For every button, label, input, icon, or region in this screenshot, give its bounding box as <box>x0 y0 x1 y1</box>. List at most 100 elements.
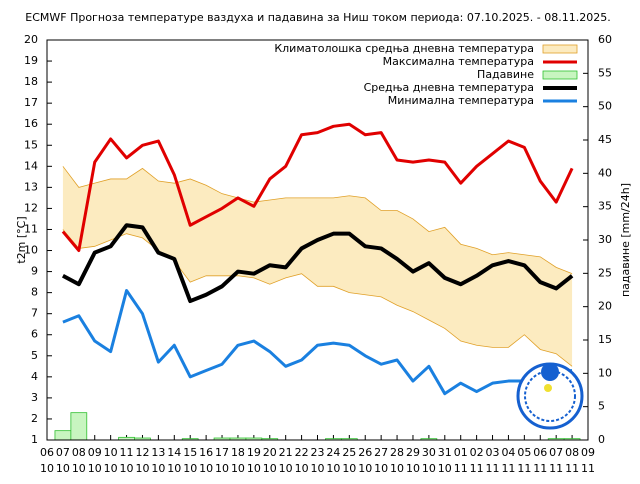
x-tick-month: 10 <box>56 462 70 475</box>
y-tick-label: 1 <box>31 433 38 446</box>
x-tick-label: 29 <box>406 446 420 459</box>
y2-tick-label: 50 <box>598 100 612 113</box>
x-tick-month: 10 <box>135 462 149 475</box>
x-tick-label: 09 <box>581 446 595 459</box>
y-tick-label: 20 <box>24 33 38 46</box>
x-tick-label: 06 <box>533 446 547 459</box>
x-tick-month: 10 <box>215 462 229 475</box>
y2-tick-label: 40 <box>598 166 612 179</box>
x-tick-month: 10 <box>88 462 102 475</box>
x-tick-label: 13 <box>151 446 165 459</box>
x-tick-label: 04 <box>501 446 515 459</box>
x-tick-month: 11 <box>565 462 579 475</box>
y-tick-label: 17 <box>24 96 38 109</box>
legend-label: Средња дневна температура <box>364 81 534 94</box>
x-tick-label: 07 <box>56 446 70 459</box>
y-tick-label: 2 <box>31 412 38 425</box>
x-tick-label: 09 <box>88 446 102 459</box>
x-tick-label: 26 <box>358 446 372 459</box>
y-tick-label: 6 <box>31 328 38 341</box>
x-tick-month: 10 <box>104 462 118 475</box>
y2-tick-label: 15 <box>598 333 612 346</box>
x-tick-label: 12 <box>135 446 149 459</box>
x-tick-month: 10 <box>406 462 420 475</box>
legend-label: Минимална температура <box>388 94 534 107</box>
legend-swatch <box>542 44 578 54</box>
x-tick-label: 18 <box>231 446 245 459</box>
x-tick-month: 10 <box>151 462 165 475</box>
legend-swatch <box>542 70 578 80</box>
y2-tick-label: 25 <box>598 266 612 279</box>
temperature-line <box>61 223 574 304</box>
x-tick-label: 05 <box>517 446 531 459</box>
x-tick-label: 08 <box>565 446 579 459</box>
x-tick-month: 10 <box>263 462 277 475</box>
x-tick-label: 11 <box>120 446 134 459</box>
x-tick-month: 11 <box>549 462 563 475</box>
x-tick-month: 10 <box>183 462 197 475</box>
x-tick-month: 11 <box>581 462 595 475</box>
x-tick-month: 10 <box>422 462 436 475</box>
x-tick-month: 10 <box>72 462 86 475</box>
climate-band-upper <box>62 166 573 275</box>
x-tick-month: 10 <box>167 462 181 475</box>
y-tick-label: 15 <box>24 138 38 151</box>
legend-label: Максимална температура <box>383 55 534 68</box>
chart-title: ECMWF Прогноза температуре ваздуха и пад… <box>25 11 611 24</box>
x-tick-month: 10 <box>358 462 372 475</box>
climate-band <box>62 166 573 367</box>
x-tick-month: 11 <box>501 462 515 475</box>
temperature-line <box>61 122 574 253</box>
y-tick-label: 4 <box>31 370 38 383</box>
x-tick-label: 28 <box>390 446 404 459</box>
x-tick-label: 01 <box>454 446 468 459</box>
x-tick-label: 15 <box>183 446 197 459</box>
y2-axis-label: падавине [mm/24h] <box>619 183 632 297</box>
x-tick-month: 10 <box>40 462 54 475</box>
x-tick-month: 11 <box>517 462 531 475</box>
x-tick-label: 22 <box>295 446 309 459</box>
y-tick-label: 10 <box>24 244 38 257</box>
x-tick-label: 03 <box>486 446 500 459</box>
x-tick-label: 23 <box>311 446 325 459</box>
plot-area: 1234567891011121314151617181920051015202… <box>24 33 612 475</box>
y2-tick-label: 60 <box>598 33 612 46</box>
plot-border <box>46 39 589 441</box>
y-tick-label: 12 <box>24 201 38 214</box>
x-tick-label: 21 <box>279 446 293 459</box>
x-tick-month: 10 <box>120 462 134 475</box>
x-tick-month: 10 <box>390 462 404 475</box>
y-tick-label: 3 <box>31 391 38 404</box>
x-tick-label: 10 <box>104 446 118 459</box>
x-tick-month: 10 <box>438 462 452 475</box>
y2-tick-label: 30 <box>598 233 612 246</box>
legend-label: Климатолошка средња дневна температура <box>274 42 534 55</box>
x-tick-month: 10 <box>247 462 261 475</box>
y-tick-label: 16 <box>24 117 38 130</box>
y2-tick-label: 20 <box>598 300 612 313</box>
y-tick-label: 18 <box>24 75 38 88</box>
precip-bar <box>54 430 72 441</box>
x-tick-month: 10 <box>374 462 388 475</box>
x-tick-month: 11 <box>454 462 468 475</box>
x-tick-month: 11 <box>470 462 484 475</box>
x-tick-label: 19 <box>247 446 261 459</box>
x-tick-label: 14 <box>167 446 181 459</box>
y-tick-label: 11 <box>24 222 38 235</box>
x-tick-label: 08 <box>72 446 86 459</box>
y-tick-label: 5 <box>31 349 38 362</box>
x-tick-label: 02 <box>470 446 484 459</box>
y-axis-label: t2m [°C] <box>15 216 28 263</box>
y-tick-label: 14 <box>24 159 38 172</box>
x-tick-label: 27 <box>374 446 388 459</box>
x-tick-month: 10 <box>279 462 293 475</box>
x-tick-label: 17 <box>215 446 229 459</box>
x-tick-month: 10 <box>199 462 213 475</box>
x-tick-label: 07 <box>549 446 563 459</box>
x-tick-month: 11 <box>533 462 547 475</box>
x-tick-month: 10 <box>311 462 325 475</box>
x-tick-label: 16 <box>199 446 213 459</box>
x-tick-label: 24 <box>326 446 340 459</box>
x-tick-month: 10 <box>342 462 356 475</box>
